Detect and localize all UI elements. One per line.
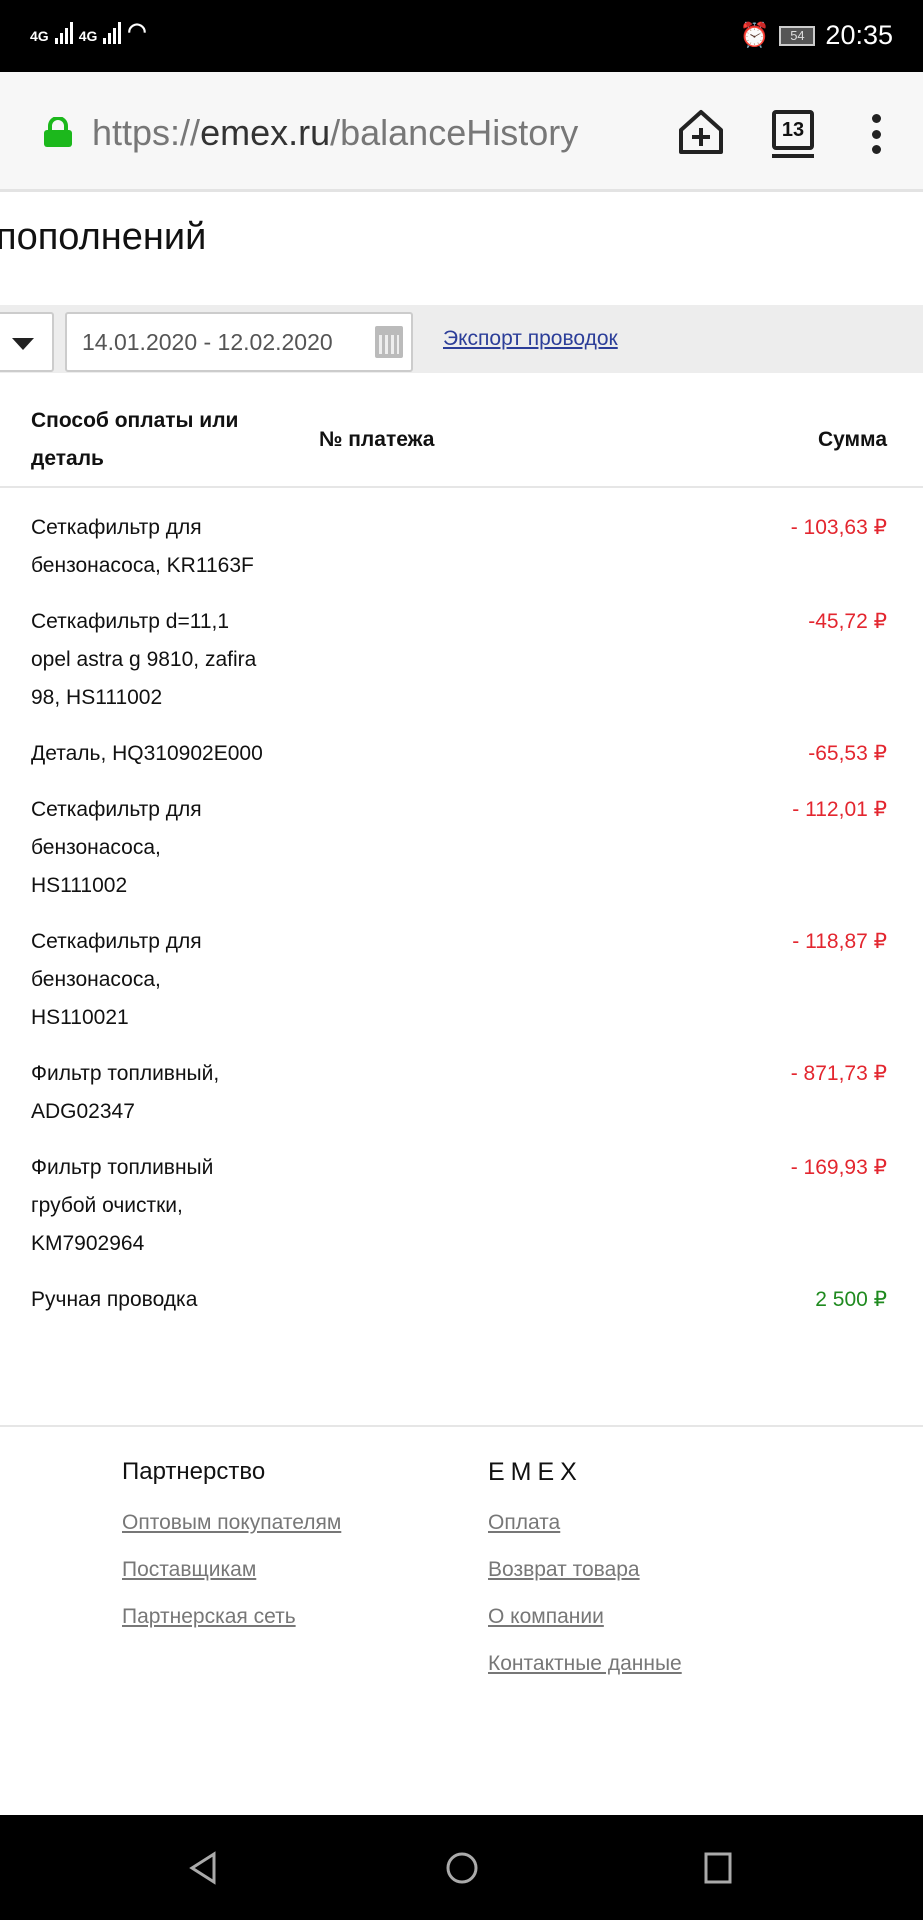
footer-heading-partnership: Партнерство (122, 1458, 266, 1485)
row-description: Фильтр топливный грубой очистки, KM7902964 (31, 1149, 331, 1263)
row-description: Сеткафильтр d=11,1 opel astra g 9810, zaf… (31, 603, 331, 717)
table-row: Сеткафильтр для бензонасоса, KR1163F - 103… (0, 509, 923, 603)
battery-icon: 54 (779, 25, 816, 46)
description-line: KM7902964 (31, 1232, 145, 1255)
description-line: Ручная проводка (31, 1288, 198, 1311)
description-line: 98, HS111002 (31, 686, 163, 709)
table-row: Ручная проводка 2 500 ₽ (0, 1281, 923, 1337)
lock-icon (44, 117, 72, 147)
status-bar: 4G 4G ◠ ⏰ 54 20:35 (0, 0, 923, 72)
row-description: Сеткафильтр для бензонасоса, HS111002 (31, 791, 331, 905)
description-line: Сеткафильтр для (31, 516, 202, 539)
header-divider (0, 486, 923, 488)
description-line: HS111002 (31, 874, 128, 897)
row-amount: -45,72 ₽ (808, 610, 887, 633)
back-icon[interactable] (188, 1851, 218, 1890)
row-amount: - 169,93 ₽ (790, 1156, 887, 1179)
description-line: Фильтр топливный (31, 1156, 214, 1179)
description-line: бензонасоса, (31, 968, 161, 991)
signal-icon-2 (103, 22, 122, 44)
table-row: Фильтр топливный грубой очистки, KM7902964… (0, 1149, 923, 1281)
table-row: Фильтр топливный, ADG02347 - 871,73 ₽ (0, 1055, 923, 1149)
description-line: HS110021 (31, 1006, 129, 1029)
row-amount: 2 500 ₽ (815, 1288, 887, 1311)
wifi-icon: ◠ (127, 18, 147, 43)
address-bar[interactable]: https://emex.ru/balanceHistory (92, 112, 579, 153)
row-description: Сеткафильтр для бензонасоса, HS110021 (31, 923, 331, 1037)
description-line: Деталь, HQ310902E000 (31, 742, 263, 765)
footer-link[interactable]: Возврат товара (488, 1558, 640, 1581)
page-title: пополнений (0, 216, 207, 258)
row-description: Ручная проводка (31, 1281, 331, 1319)
more-menu-icon[interactable] (870, 114, 882, 154)
description-line: бензонасоса, KR1163F (31, 554, 254, 577)
footer-link[interactable]: Партнерская сеть (122, 1605, 296, 1628)
android-nav-bar (0, 1815, 923, 1920)
tab-switcher-button[interactable]: 13 (772, 110, 814, 158)
row-amount: - 118,87 ₽ (792, 930, 887, 953)
row-amount: - 112,01 ₽ (792, 798, 887, 821)
calendar-icon[interactable] (375, 326, 403, 358)
description-line: грубой очистки, (31, 1194, 183, 1217)
footer-divider (0, 1425, 923, 1427)
add-to-home-icon[interactable] (676, 108, 726, 158)
description-line: бензонасоса, (31, 836, 161, 859)
signal-icon (54, 22, 73, 44)
network-4g-label: 4G (30, 28, 49, 44)
table-row: Сеткафильтр для бензонасоса, HS110021 - 118… (0, 923, 923, 1055)
row-description: Деталь, HQ310902E000 (31, 735, 331, 773)
clock: 20:35 (825, 20, 893, 50)
description-line: opel astra g 9810, zafira (31, 648, 257, 671)
transactions-list: Сеткафильтр для бензонасоса, KR1163F - 103… (0, 509, 923, 1337)
column-header-sum: Сумма (817, 428, 887, 451)
footer-link[interactable]: Поставщикам (122, 1558, 257, 1581)
alarm-icon: ⏰ (739, 22, 770, 49)
row-description: Сеткафильтр для бензонасоса, KR1163F (31, 509, 331, 585)
description-line: Сеткафильтр для (31, 798, 202, 821)
footer-link[interactable]: О компании (488, 1605, 604, 1628)
description-line: Фильтр топливный, (31, 1062, 220, 1085)
row-description: Фильтр топливный, ADG02347 (31, 1055, 331, 1131)
table-row: Деталь, HQ310902E000 -65,53 ₽ (0, 735, 923, 791)
row-amount: - 103,63 ₽ (790, 516, 887, 539)
column-header-payment-number: № платежа (319, 428, 435, 451)
table-row: Сеткафильтр d=11,1 opel astra g 9810, zaf… (0, 603, 923, 735)
description-line: Сеткафильтр для (31, 930, 202, 953)
row-amount: -65,53 ₽ (808, 742, 887, 765)
table-row: Сеткафильтр для бензонасоса, HS111002 - 112… (0, 791, 923, 923)
footer-link[interactable]: Оптовым покупателям (122, 1511, 342, 1534)
footer-link[interactable]: Оплата (488, 1511, 561, 1534)
export-link[interactable]: Экспорт проводок (443, 327, 618, 350)
type-dropdown[interactable] (0, 312, 54, 372)
row-amount: - 871,73 ₽ (790, 1062, 887, 1085)
network-4g-label-2: 4G (78, 28, 98, 44)
recents-icon[interactable] (703, 1851, 733, 1890)
date-range-input[interactable]: 14.01.2020 - 12.02.2020 (65, 312, 413, 372)
filter-bar: 14.01.2020 - 12.02.2020 Экспорт проводок (0, 305, 923, 373)
column-header-method: Способ оплаты или деталь (31, 409, 239, 470)
description-line: Сеткафильтр d=11,1 (31, 610, 230, 633)
footer-logo-emex: EMEX (488, 1458, 583, 1486)
home-icon[interactable] (445, 1851, 479, 1890)
footer-link[interactable]: Контактные данные (488, 1652, 682, 1675)
description-line: ADG02347 (31, 1100, 135, 1123)
browser-toolbar: https://emex.ru/balanceHistory 13 (0, 72, 923, 192)
